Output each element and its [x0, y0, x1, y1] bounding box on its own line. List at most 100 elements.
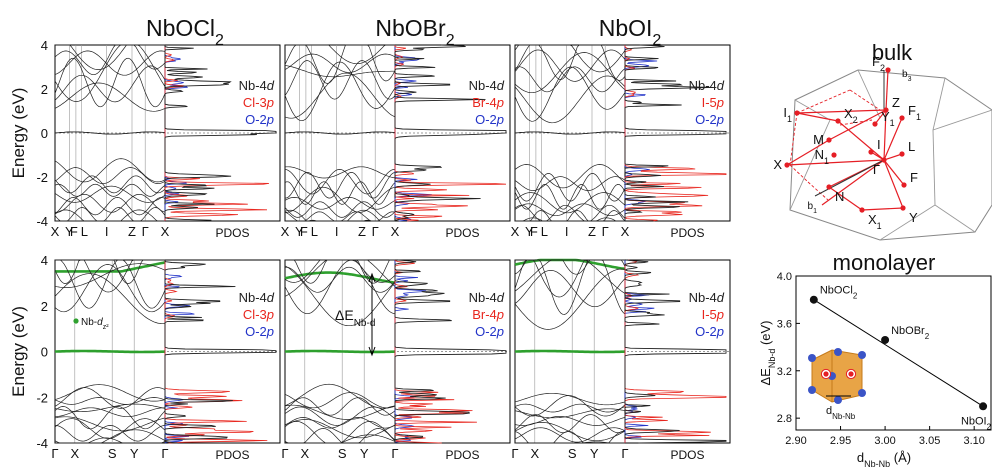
band-line [514, 414, 626, 434]
band-line [515, 210, 626, 222]
band-line [54, 158, 166, 183]
pdos-nb4d [164, 260, 277, 444]
legend-o: O-2p [475, 324, 504, 339]
panel-frames [54, 44, 731, 444]
bz-path-line [874, 109, 887, 125]
band-line [514, 66, 626, 93]
legend-nb: Nb-4d [469, 78, 505, 93]
ytick-label: -2 [36, 170, 48, 185]
band-line [514, 403, 626, 413]
kpoint-label: S [568, 446, 577, 461]
bz-edge [879, 204, 936, 241]
ytick-label: 2 [41, 299, 48, 314]
kpoint-label: X [621, 224, 630, 239]
band-line [514, 204, 626, 222]
bz-point-label: F [910, 170, 918, 185]
band-line [514, 192, 626, 214]
band-line [514, 415, 626, 426]
band-line [54, 175, 166, 194]
band-line [284, 404, 396, 420]
x-tick-label: 3.10 [963, 435, 984, 447]
kpoint-label: Γ [511, 446, 518, 461]
bz-point-label: I [877, 137, 881, 152]
band-line [514, 52, 626, 94]
band-line [285, 44, 395, 65]
y-axis-label: Energy (eV) [9, 306, 28, 397]
o-atom [858, 351, 866, 359]
structure-inset: dNb-Nb [808, 348, 866, 421]
bz-path-line [885, 69, 889, 111]
inset-distance-label: dNb-Nb [826, 405, 856, 421]
kpoint-label: F [300, 224, 308, 239]
bz-point [826, 137, 832, 143]
kpoint-label: Z [588, 224, 596, 239]
bz-path-line [786, 139, 830, 166]
band-line [514, 427, 626, 443]
kpoint-label: X [281, 224, 290, 239]
pdos-frame [394, 259, 511, 444]
band-line [284, 186, 396, 213]
band-line [54, 263, 166, 288]
panel-content [54, 44, 730, 444]
legend-o: O-2p [695, 112, 724, 127]
panel-bulk-1 [284, 44, 510, 222]
bz-point [872, 121, 878, 127]
bz-point-label: b1 [808, 201, 818, 215]
bz-point [826, 184, 832, 190]
bz-edge [932, 77, 946, 131]
band-line [514, 408, 626, 419]
panel-bulk-2 [514, 44, 730, 222]
y-tick-label: 3.6 [777, 318, 792, 330]
pdos-nb4d [623, 44, 727, 221]
o-atom [834, 348, 842, 356]
legend-halogen: Cl-3p [243, 95, 274, 110]
band-line [514, 184, 626, 210]
bz-path-line [828, 186, 863, 211]
kpoint-label: Γ [142, 224, 149, 239]
band-line [54, 82, 166, 112]
ytick-label: -4 [36, 214, 48, 229]
bz-point-label: M [813, 132, 824, 147]
pdos-halogen [394, 45, 507, 222]
bz-point [899, 115, 905, 121]
bz-point [885, 67, 891, 73]
bz-path-line [786, 159, 885, 166]
band-line [514, 75, 626, 124]
band-line [514, 268, 626, 330]
band-line [284, 259, 396, 315]
band-line [514, 49, 626, 82]
bz-path-line [883, 109, 887, 161]
band-line [54, 65, 166, 103]
band-line [514, 431, 626, 444]
bz-point-label: F2 [872, 54, 885, 73]
bz-point-label: N1 [815, 147, 829, 166]
bz-point-label: I1 [783, 105, 792, 124]
kpoint-label: Y [295, 224, 304, 239]
pdos-axis-label: PDOS [445, 226, 479, 240]
kpoint-label: X [51, 224, 60, 239]
kpoint-label: Γ [51, 446, 58, 461]
bz-dashed-edge [807, 181, 829, 201]
kpoint-label: S [338, 446, 347, 461]
pdos-axis-label: PDOS [670, 226, 704, 240]
bz-edge [932, 109, 992, 131]
point-label: NbOCl2 [820, 285, 858, 301]
pdos-nb4d [394, 259, 507, 443]
band-line [514, 395, 626, 417]
bz-point [859, 207, 865, 213]
legend-o: O-2p [245, 112, 274, 127]
band-line [54, 273, 166, 325]
dz2-band [284, 271, 396, 284]
kpoint-label: X [70, 446, 79, 461]
bz-path-line [861, 207, 904, 211]
band-line [54, 167, 166, 184]
kpoint-label: X [511, 224, 520, 239]
band-line [284, 209, 395, 222]
band-line [514, 392, 626, 406]
legend-o: O-2p [245, 324, 274, 339]
band-line [284, 61, 396, 122]
bz-point [881, 157, 887, 163]
legend-halogen: I-5p [702, 95, 724, 110]
pdos-nb4d [394, 44, 507, 222]
